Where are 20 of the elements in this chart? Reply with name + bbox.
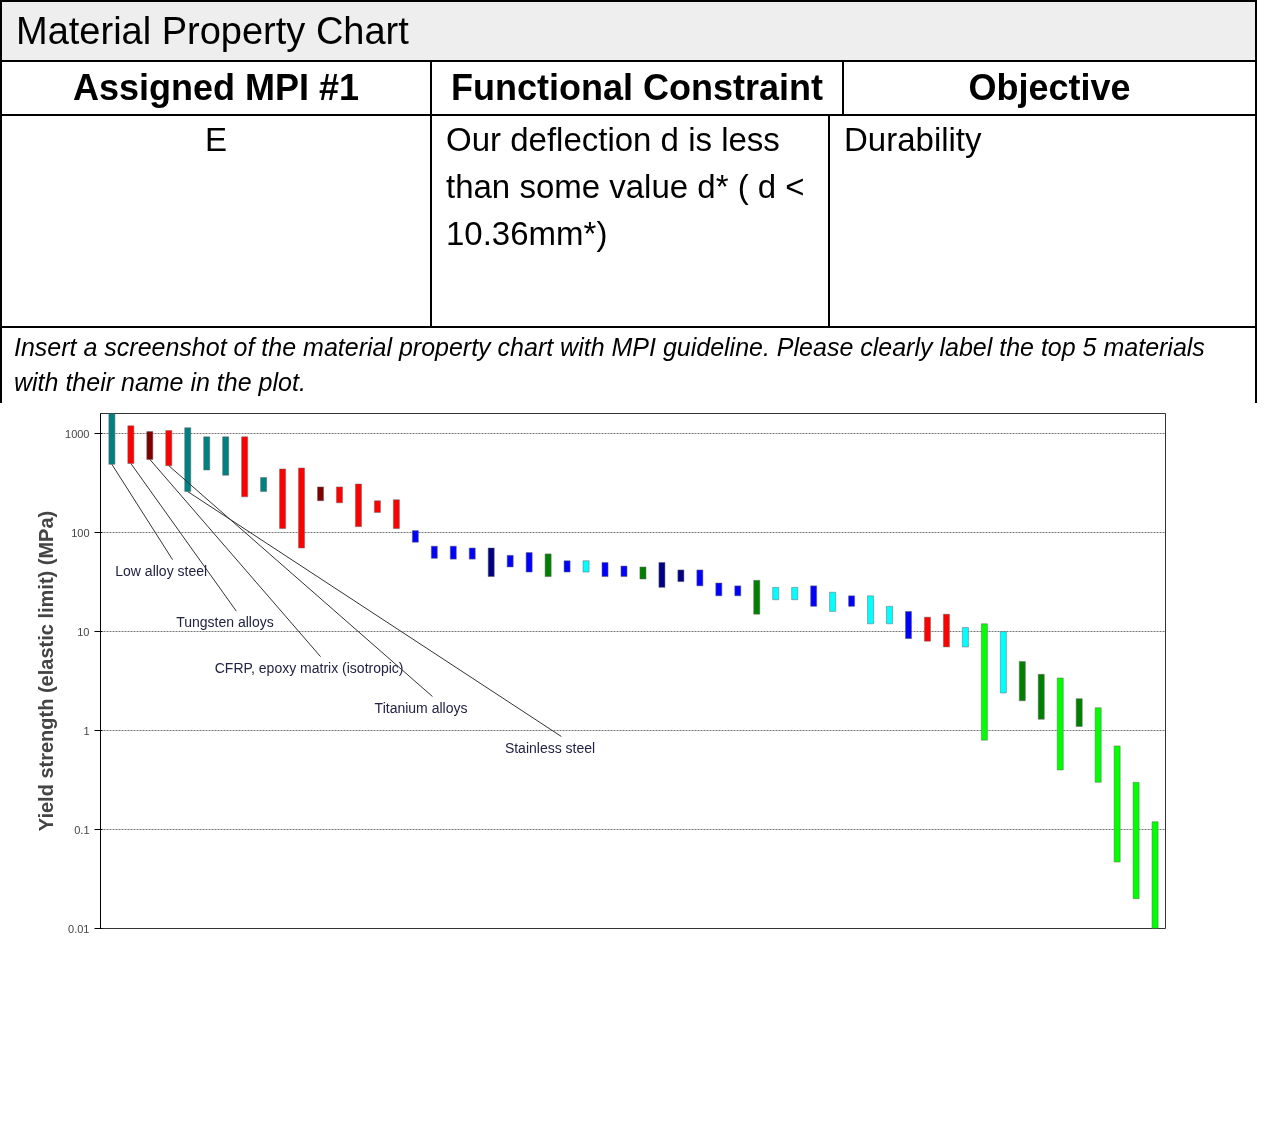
y-tick-label: 0.01 [68, 922, 90, 935]
y-axis-title: Yield strength (elastic limit) (MPa) [35, 510, 58, 832]
chart-title: Material Property Chart [2, 2, 1255, 63]
y-tick-label: 0.1 [74, 823, 90, 836]
text: Our deflection d is less than some value d* ( d < 10.36mm*) [432, 115, 830, 326]
text: Functional Constraint [432, 62, 844, 114]
y-tick-label: 100 [71, 526, 90, 539]
annotation: CFRP, epoxy matrix (isotropic) [214, 660, 404, 676]
text: Objective [967, 66, 1132, 111]
y-tick-label: 10 [77, 625, 90, 638]
text: Assigned MPI #1 [2, 62, 432, 114]
text: E [2, 115, 432, 326]
text: Durability [843, 119, 983, 160]
annotation: Titanium alloys [374, 699, 468, 716]
annotation: Tungsten alloys [176, 614, 274, 631]
annotation: Stainless steel [504, 739, 596, 756]
annotation: Low alloy steel [115, 563, 208, 580]
text: Insert a screenshot of the material property chart with MPI guideline. Please clearly label the top 5 materials with their name in the plot. [13, 331, 1206, 399]
y-tick-label: 1000 [65, 427, 90, 440]
y-tick-label: 1 [83, 724, 90, 737]
